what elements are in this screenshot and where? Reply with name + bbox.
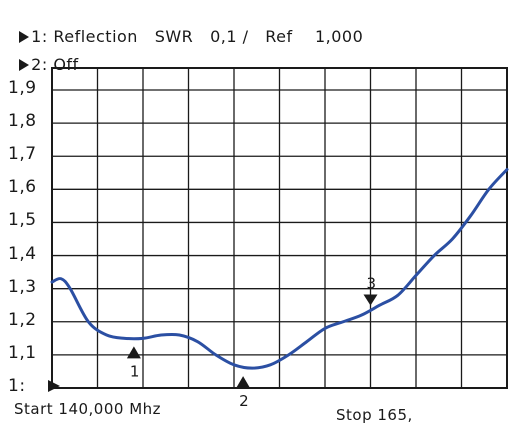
reference-level-arrow-icon	[48, 380, 60, 392]
trace1-scale: 0,1 /	[210, 27, 249, 46]
marker-1-triangle-icon	[126, 346, 141, 359]
y-tick-label: 1,6	[8, 177, 37, 198]
marker-1-label: 1	[130, 362, 140, 380]
trace1-header: 1: Reflection SWR 0,1 / Ref 1,000	[8, 8, 363, 46]
marker-2-label: 2	[239, 392, 249, 410]
marker-3-triangle-icon	[363, 294, 378, 306]
start-frequency: Start 140,000 Mhz	[14, 400, 162, 418]
marker-3-label: 3	[367, 275, 377, 293]
swr-trace-line	[50, 167, 509, 370]
trace-active-icon	[19, 31, 30, 43]
markers: 1 2 3	[126, 275, 378, 410]
trace1-format: SWR	[154, 27, 194, 46]
trace2-label: 2: Off	[31, 55, 79, 74]
trace2-header: 2: Off	[8, 36, 79, 74]
y-tick-label: 1,2	[8, 309, 37, 330]
y-tick-label: 1,5	[8, 210, 37, 231]
plot-grid	[51, 67, 508, 389]
y-tick-label: 1,9	[8, 78, 37, 98]
trace1-label: 1: Reflection	[31, 27, 138, 46]
y-tick-label: 1,4	[8, 243, 37, 264]
trace-inactive-icon	[19, 59, 30, 71]
y-tick-label: 1:	[8, 376, 26, 396]
trace1-ref-value: 1,000	[314, 27, 364, 46]
y-tick-label: 1,3	[8, 276, 37, 297]
y-tick-label: 1,1	[8, 342, 37, 363]
trace1-ref-label: Ref	[265, 27, 293, 46]
y-tick-label: 1,8	[8, 111, 37, 132]
y-tick-label: 1,7	[8, 144, 37, 165]
marker-2-triangle-icon	[236, 376, 251, 389]
stop-frequency: Stop 165,	[336, 406, 419, 424]
